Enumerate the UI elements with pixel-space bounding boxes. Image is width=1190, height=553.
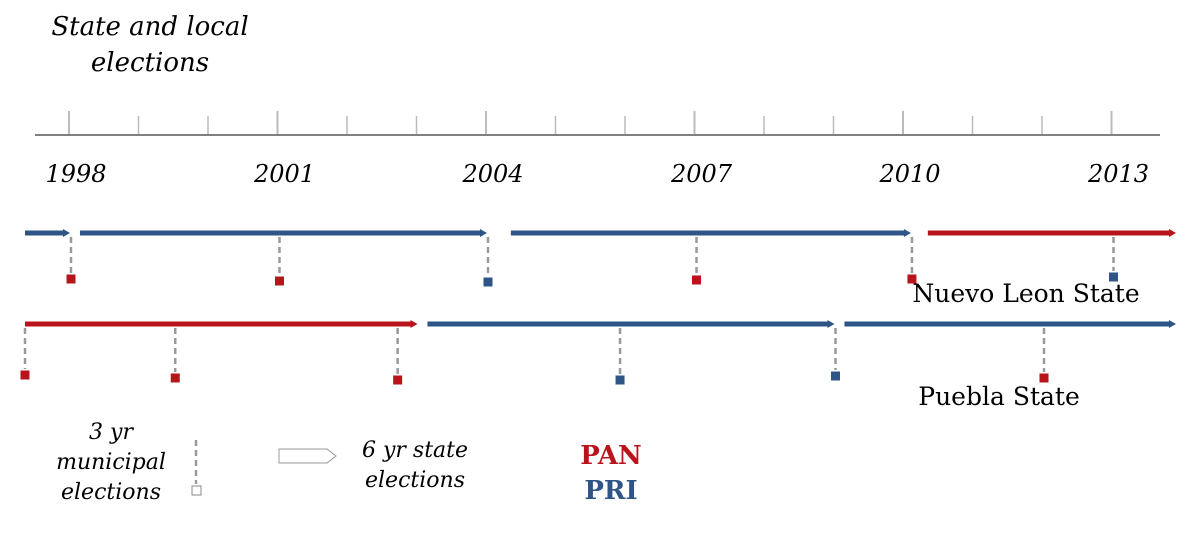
legend-state-line-2: elections <box>365 468 465 493</box>
state-row <box>25 229 1176 287</box>
year-label: 2007 <box>670 160 733 188</box>
year-label: 2001 <box>253 160 315 188</box>
municipal-election-marker <box>20 370 30 380</box>
legend-party-pri: PRI <box>584 476 637 506</box>
state-term-arrowhead <box>1169 320 1176 328</box>
municipal-election-marker <box>1039 373 1049 383</box>
municipal-election-marker <box>66 274 76 284</box>
row-label-nuevo-leon: Nuevo Leon State <box>912 279 1139 308</box>
state-term-arrowhead <box>410 320 418 328</box>
year-label: 2013 <box>1087 160 1149 188</box>
state-row <box>20 320 1176 385</box>
state-term-arrowhead <box>903 229 911 237</box>
axis-ticks <box>68 111 1113 134</box>
legend-party-pan: PAN <box>580 441 642 471</box>
legend-election-marker <box>191 485 202 496</box>
state-term-arrowhead <box>63 229 70 237</box>
year-label: 2010 <box>878 160 940 188</box>
row-label-puebla: Puebla State <box>918 382 1080 411</box>
state-term-arrowhead <box>1169 229 1176 237</box>
year-label: 2004 <box>461 160 523 188</box>
title-line-1: State and local <box>51 12 248 42</box>
municipal-election-marker <box>615 375 625 385</box>
municipal-election-marker <box>1109 272 1118 282</box>
legend-municipal-line-1: 3 yr <box>89 420 134 445</box>
municipal-election-marker <box>275 276 284 286</box>
state-rows <box>20 229 1176 385</box>
title-line-2: elections <box>91 48 209 78</box>
municipal-election-marker <box>483 277 493 287</box>
municipal-election-marker <box>692 275 701 285</box>
legend-municipal-line-2: municipal <box>56 450 166 475</box>
year-label: 1998 <box>45 160 106 188</box>
state-term-arrowhead <box>480 229 487 237</box>
municipal-election-marker <box>170 373 180 383</box>
municipal-election-marker <box>831 371 840 381</box>
state-term-arrowhead <box>827 320 835 328</box>
legend-state-line-1: 6 yr state <box>362 438 468 463</box>
legend-state: 6 yr state elections <box>278 438 468 493</box>
legend-municipal-line-3: elections <box>61 480 161 505</box>
municipal-election-marker <box>907 274 917 284</box>
municipal-election-marker <box>393 375 403 385</box>
legend-municipal: 3 yr municipal elections <box>56 420 202 505</box>
legend-term-arrow <box>278 448 337 464</box>
axis-year-labels: 1998 2001 2004 2007 2010 2013 <box>45 160 1149 188</box>
